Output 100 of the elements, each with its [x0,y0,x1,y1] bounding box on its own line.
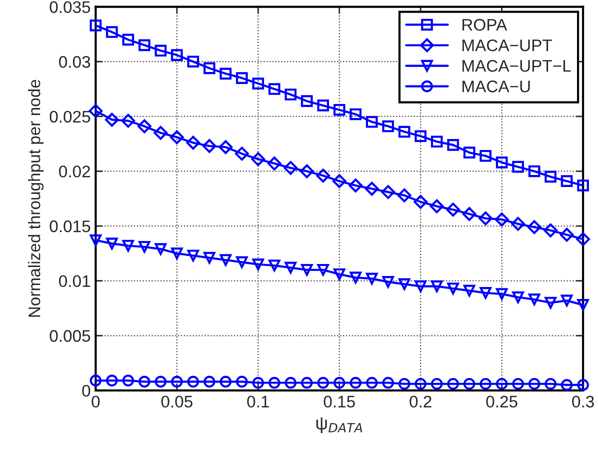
point [154,126,168,140]
point [560,379,573,391]
point [576,232,590,246]
point [317,264,330,276]
point [494,212,509,226]
point [480,286,492,299]
point [350,376,362,389]
point [512,291,524,304]
point [414,194,428,209]
y-tick-label: 0.005 [50,330,90,342]
point [496,378,508,390]
legend-label: MACA−UPT−L [462,60,571,72]
point [104,112,119,127]
point [268,260,280,272]
point [154,376,167,388]
point [252,376,264,389]
x-axis-title: ψ$_{DATA}$ [316,418,362,434]
point [138,39,150,52]
x-tick-label: 0.1 [247,396,269,408]
point [90,374,102,386]
point [577,299,589,311]
point [300,264,313,276]
point [203,252,216,264]
point [381,185,396,199]
point [268,376,280,389]
point [154,44,167,57]
point [187,56,200,68]
point [236,72,248,84]
legend-label: ROPA [462,18,508,31]
point [122,34,134,46]
point [350,272,362,284]
point [202,139,216,153]
point [333,268,346,280]
point [252,258,264,270]
point [382,376,394,389]
point [267,156,282,170]
point [284,262,297,274]
point [122,374,134,386]
point [496,156,508,168]
point [154,243,167,255]
point [414,378,426,390]
x-tick-label: 0.2 [410,396,432,408]
point [220,254,232,266]
point [317,376,330,389]
point [463,378,476,390]
point [414,280,426,292]
point [398,378,410,390]
point [366,376,378,389]
point [544,378,556,390]
point [512,160,524,173]
x-tick-label: 0.25 [486,396,518,408]
point [333,376,346,389]
point [236,256,248,268]
point [366,116,378,128]
point [106,374,118,386]
point [511,216,526,231]
y-tick-label: 0 [82,384,90,397]
point [430,280,443,292]
point [316,168,330,183]
point [300,164,314,178]
point [203,62,216,74]
point [220,376,232,388]
point [284,160,298,175]
point [528,378,540,390]
point [171,376,183,388]
point [430,199,444,214]
y-tick-label: 0.035 [50,1,90,14]
y-tick-label: 0.03 [59,56,90,68]
point [430,378,443,390]
point [187,376,200,388]
point [171,49,183,61]
point [382,120,394,132]
point [317,100,330,112]
point [186,136,200,150]
point [236,376,248,388]
y-tick-label: 0.015 [50,220,90,232]
point [480,150,492,162]
point [187,250,200,262]
point [398,278,410,290]
x-tick-label: 0.3 [572,396,594,408]
point [560,228,574,242]
point [447,378,459,390]
point [333,104,346,116]
point [496,288,508,300]
point [121,114,136,128]
point [397,188,412,202]
point [528,165,540,178]
point [218,140,233,154]
point [430,136,443,148]
point [122,240,134,252]
point [447,139,459,151]
point [350,108,362,120]
point [252,78,264,90]
point [560,294,573,306]
point [90,234,102,246]
point [528,294,540,306]
point [106,238,118,250]
y-tick-label: 0.02 [59,166,90,178]
point [220,68,232,80]
point [170,130,184,144]
